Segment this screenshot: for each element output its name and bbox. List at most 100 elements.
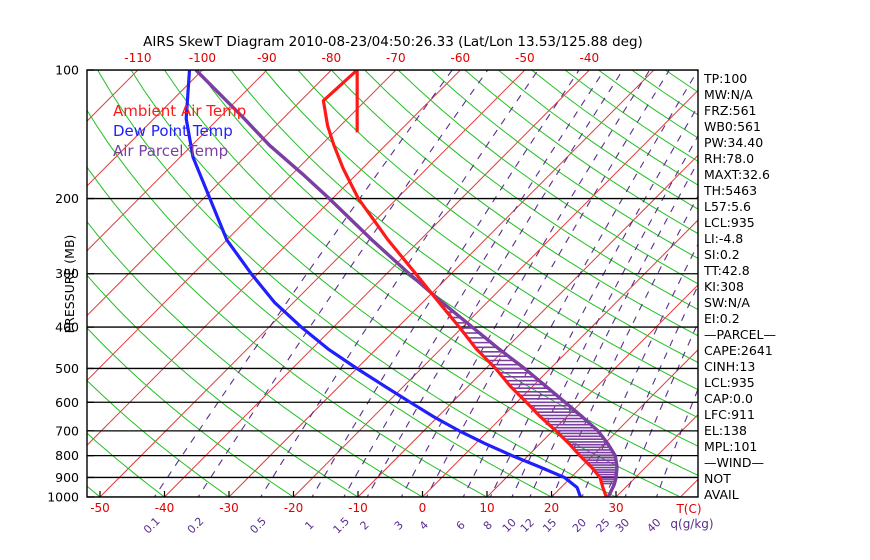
sidebar-stat-10: LI:-4.8 [704, 231, 743, 246]
sidebar-stat-17: CAPE:2641 [704, 343, 773, 358]
isotherm [164, 70, 590, 497]
bottom-temp-label--20: -20 [284, 501, 304, 515]
sidebar-stat-14: SW:N/A [704, 295, 750, 310]
isotherm [486, 284, 698, 497]
sidebar-stat-23: MPL:101 [704, 439, 757, 454]
top-temp-label--100: -100 [189, 51, 216, 65]
sidebar-stat-7: TH:5463 [703, 183, 757, 198]
pressure-tick-label-200: 200 [55, 191, 79, 206]
pressure-tick-label-500: 500 [55, 361, 79, 376]
isotherm [293, 89, 698, 497]
sidebar-stat-8: L57:5.6 [704, 199, 751, 214]
legend: Ambient Air Temp Dew Point Temp Air Parc… [113, 102, 246, 160]
isotherm [87, 70, 461, 446]
mixing-ratio-line [311, 70, 580, 497]
dry-adiabat [264, 70, 698, 391]
pressure-tick-label-1000: 1000 [47, 490, 79, 505]
bottom-temp-label-10: 10 [479, 501, 494, 515]
sidebar-stat-25: NOT [704, 471, 731, 486]
bottom-temp-label-0: 0 [419, 501, 427, 515]
pressure-tick-label-300: 300 [55, 266, 79, 281]
dry-adiabat [87, 327, 294, 497]
top-temp-label--90: -90 [257, 51, 277, 65]
isotherm [422, 219, 698, 497]
sidebar-stat-0: TP:100 [703, 71, 747, 86]
mixing-ratio-line [511, 134, 698, 497]
sidebar-stat-4: PW:34.40 [704, 135, 763, 150]
sidebar-stat-9: LCL:935 [704, 215, 755, 230]
dewpoint-curve [184, 70, 583, 497]
sidebar-stat-2: FRZ:561 [704, 103, 757, 118]
top-temp-label--80: -80 [322, 51, 342, 65]
dry-adiabat [97, 70, 617, 497]
mixing-ratio-line [425, 70, 670, 497]
dry-adiabat [87, 109, 552, 497]
isotherm [357, 154, 698, 497]
mixing-ratio-line [655, 387, 698, 497]
isotherm [551, 349, 698, 497]
bottom-temp-label--50: -50 [90, 501, 110, 515]
bottom-temperature-axis: -50 -40 -30 -20 -10 0 10 20 30 [90, 491, 624, 515]
sidebar-stat-16: —PARCEL— [704, 327, 776, 342]
pressure-tick-label-900: 900 [55, 470, 79, 485]
legend-ambient-label: Ambient Air Temp [113, 102, 246, 120]
sidebar-stat-15: EI:0.2 [704, 311, 740, 326]
sidebar-stat-24: —WIND— [704, 455, 764, 470]
legend-parcel-label: Air Parcel Temp [113, 142, 228, 160]
dry-adiabat [364, 70, 698, 311]
sidebar-stat-12: TT:42.8 [703, 263, 750, 278]
pressure-tick-label-800: 800 [55, 448, 79, 463]
bottom-temp-label--30: -30 [219, 501, 239, 515]
bottom-temp-label-30: 30 [608, 501, 623, 515]
mixing-ratio-line [489, 104, 698, 497]
temperature-axis-label: T(C) [675, 502, 701, 516]
mixing-ratio-line [551, 194, 698, 497]
dry-adiabat [87, 220, 423, 497]
sidebar-stat-22: EL:138 [704, 423, 747, 438]
dry-adiabat-lines [87, 70, 698, 497]
sidebar-stat-6: MAXT:32.6 [704, 167, 770, 182]
sidebar-stat-26: AVAIL [704, 487, 739, 502]
sidebar-stat-20: CAP:0.0 [704, 391, 753, 406]
page-title: AIRS SkewT Diagram 2010-08-23/04:50:26.3… [143, 34, 643, 50]
sidebar-stat-19: LCL:935 [704, 375, 755, 390]
isotherm [87, 70, 397, 382]
top-temperature-axis: -110 -100 -90 -80 -70 -60 -50 -40 [124, 51, 599, 65]
legend-dewpoint-label: Dew Point Temp [113, 122, 233, 140]
top-temp-label--60: -60 [451, 51, 471, 65]
dry-adiabat [297, 70, 698, 364]
mixing-ratio-line [366, 70, 624, 497]
mixing-ratio-line [400, 70, 651, 497]
profile-curves [184, 70, 619, 497]
pressure-tick-label-700: 700 [55, 423, 79, 438]
sidebar-stat-5: RH:78.0 [704, 151, 754, 166]
dry-adiabat [163, 70, 698, 476]
isotherm [99, 70, 526, 497]
sidebar-stat-21: LFC:911 [704, 407, 755, 422]
dry-adiabat [397, 70, 698, 285]
pressure-tick-label-400: 400 [55, 320, 79, 335]
isotherm [615, 413, 698, 497]
sidebar-stat-1: MW:N/A [704, 87, 753, 102]
mixing-ratio-line [260, 70, 539, 497]
pressure-axis: 100 200 300 400 500 600 700 800 900 1000 [47, 63, 94, 505]
isotherm [87, 70, 268, 252]
isotherm [87, 70, 332, 317]
mixing-ratio-line [529, 160, 698, 497]
sidebar-stat-18: CINH:13 [704, 359, 755, 374]
sidebar-stat-3: WB0:561 [704, 119, 761, 134]
pressure-axis-label: PRESSURE (MB) [62, 235, 77, 334]
dry-adiabat [87, 274, 359, 497]
top-temp-label--70: -70 [386, 51, 406, 65]
top-temp-label--110: -110 [124, 51, 151, 65]
mixing-ratio-line [624, 321, 698, 497]
ambient-temp-curve [321, 70, 608, 497]
bottom-temp-label--40: -40 [155, 501, 175, 515]
top-temp-label--40: -40 [580, 51, 600, 65]
mixing-ratio-line [462, 70, 698, 497]
dry-adiabat [87, 379, 230, 497]
top-temp-label--50: -50 [515, 51, 535, 65]
sidebar-stats: TP:100MW:N/AFRZ:561WB0:561PW:34.40RH:78.… [703, 71, 776, 502]
